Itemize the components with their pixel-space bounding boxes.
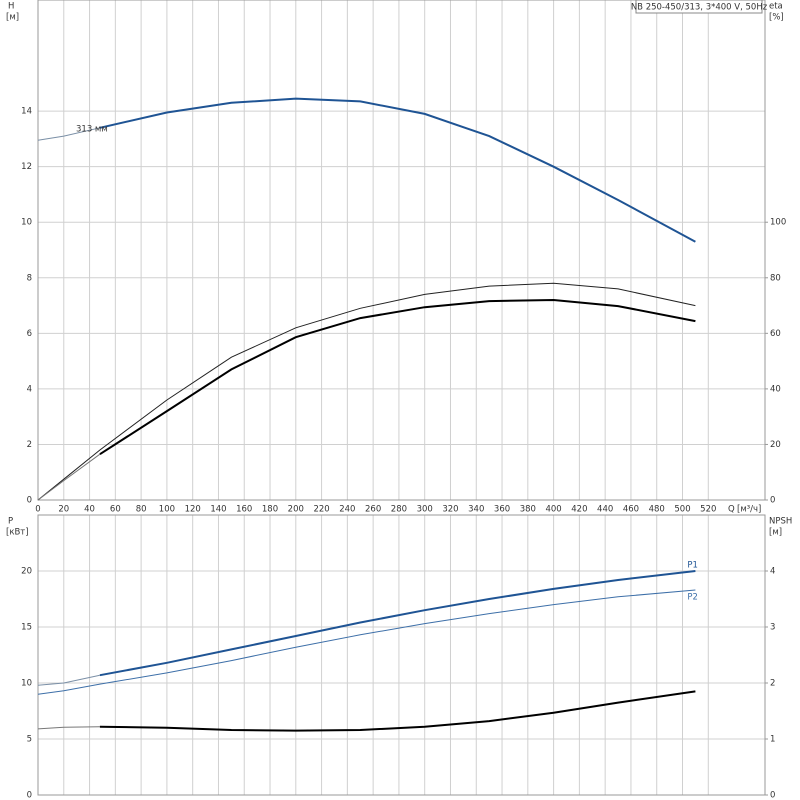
chart-title: NB 250-450/313, 3*400 V, 50Hz (631, 3, 768, 13)
y-tick-label: 5 (27, 735, 32, 745)
x-tick-label: 300 (417, 505, 433, 515)
curve (99, 690, 696, 732)
x-tick-label: 200 (288, 505, 304, 515)
y2-tick-label: 80 (770, 273, 781, 283)
y-tick-label: 20 (21, 567, 32, 577)
y2-tick-label: 60 (770, 329, 781, 339)
title-box (635, 0, 763, 14)
x-tick-label: 80 (136, 505, 147, 515)
curve-label: P1 (687, 561, 698, 571)
y-tick-label: 10 (21, 218, 32, 228)
x-tick-label: 440 (597, 505, 613, 515)
x-tick-label: 40 (84, 505, 95, 515)
x-tick-label: 360 (494, 505, 510, 515)
x-tick-label: 420 (571, 505, 587, 515)
y-tick-label: 4 (27, 384, 32, 394)
x-tick-label: 140 (210, 505, 226, 515)
x-tick-label: 460 (623, 505, 639, 515)
annotation: 313 мм (76, 125, 108, 135)
y2-tick-label: 1 (770, 735, 775, 745)
x-tick-label: 340 (468, 505, 484, 515)
axis-label: H (8, 2, 14, 12)
x-tick-label: 20 (58, 505, 69, 515)
x-tick-label: 520 (700, 505, 716, 515)
x-tick-label: 160 (236, 505, 252, 515)
x-tick-label: 400 (545, 505, 561, 515)
x-tick-label: 500 (674, 505, 690, 515)
x-tick-label: 240 (339, 505, 355, 515)
x-tick-label: 280 (391, 505, 407, 515)
axis-label: [%] (769, 13, 784, 23)
plot-frame (37, 514, 766, 796)
curve (37, 282, 696, 501)
y-tick-label: 15 (21, 623, 32, 633)
curve (99, 570, 696, 677)
x-tick-label: 380 (520, 505, 536, 515)
y2-tick-label: 4 (770, 567, 775, 577)
curve (99, 298, 696, 456)
y2-tick-label: 3 (770, 623, 775, 633)
x-tick-label: 480 (649, 505, 665, 515)
curve (37, 127, 101, 141)
y-tick-label: 2 (27, 440, 32, 450)
curve (37, 674, 101, 686)
y-tick-label: 12 (21, 162, 32, 172)
y-tick-label: 6 (27, 329, 32, 339)
curve (37, 726, 100, 730)
axis-label: NPSH (769, 517, 792, 527)
curve-label: P2 (687, 593, 698, 603)
x-tick-label: 100 (159, 505, 175, 515)
plot-frame (37, 0, 766, 501)
axis-label: P (8, 517, 13, 527)
y-tick-label: 0 (27, 496, 32, 506)
y-tick-label: 14 (21, 107, 32, 117)
y-tick-label: 8 (27, 273, 32, 283)
y2-tick-label: 2 (770, 679, 775, 689)
y-tick-label: 10 (21, 679, 32, 689)
x-tick-label: 120 (185, 505, 201, 515)
x-tick-label: 60 (110, 505, 121, 515)
y2-tick-label: 100 (770, 218, 786, 228)
y-tick-label: 0 (27, 791, 32, 800)
axis-label: Q (728, 505, 735, 515)
axis-label: [м³/ч] (737, 505, 761, 515)
y2-tick-label: 40 (770, 384, 781, 394)
curve (99, 97, 696, 243)
x-tick-label: 220 (313, 505, 329, 515)
axis-label: eta (769, 2, 783, 12)
x-tick-label: 180 (262, 505, 278, 515)
axis-label: [м] (769, 528, 782, 538)
axis-label: [кВт] (6, 528, 29, 538)
axis-label: [м] (6, 13, 19, 23)
curve (37, 453, 101, 501)
y2-tick-label: 20 (770, 440, 781, 450)
x-tick-label: 320 (442, 505, 458, 515)
y2-tick-label: 0 (770, 791, 775, 800)
y2-tick-label: 0 (770, 496, 775, 506)
x-tick-label: 0 (35, 505, 40, 515)
x-tick-label: 260 (365, 505, 381, 515)
curve (37, 589, 696, 695)
